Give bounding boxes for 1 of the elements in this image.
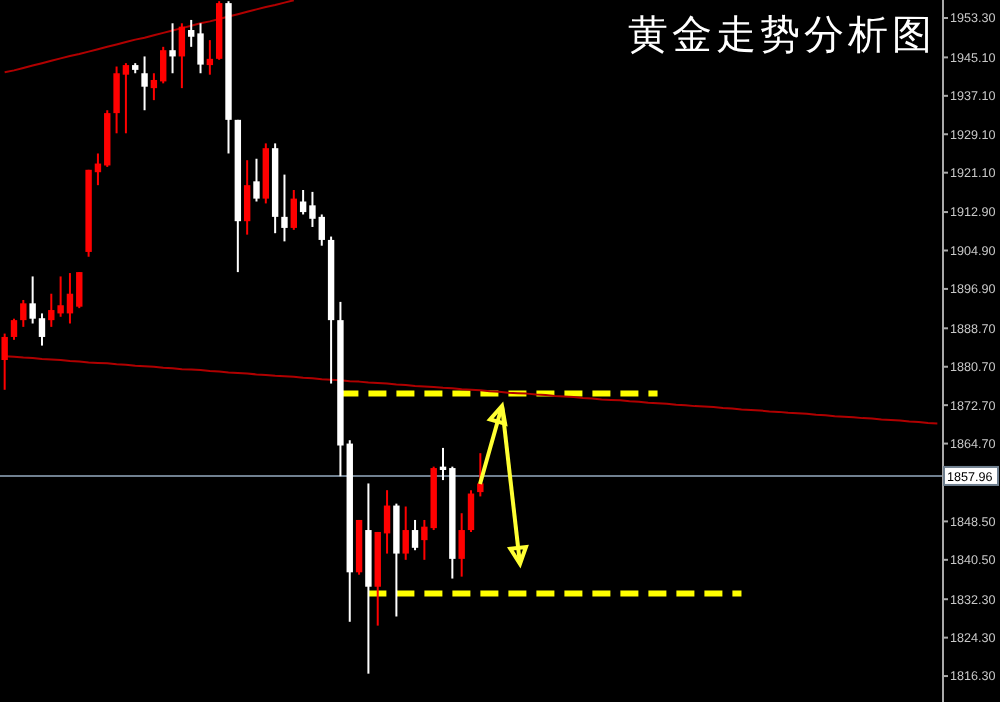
chart-title: 黄金走势分析图 xyxy=(628,10,936,58)
